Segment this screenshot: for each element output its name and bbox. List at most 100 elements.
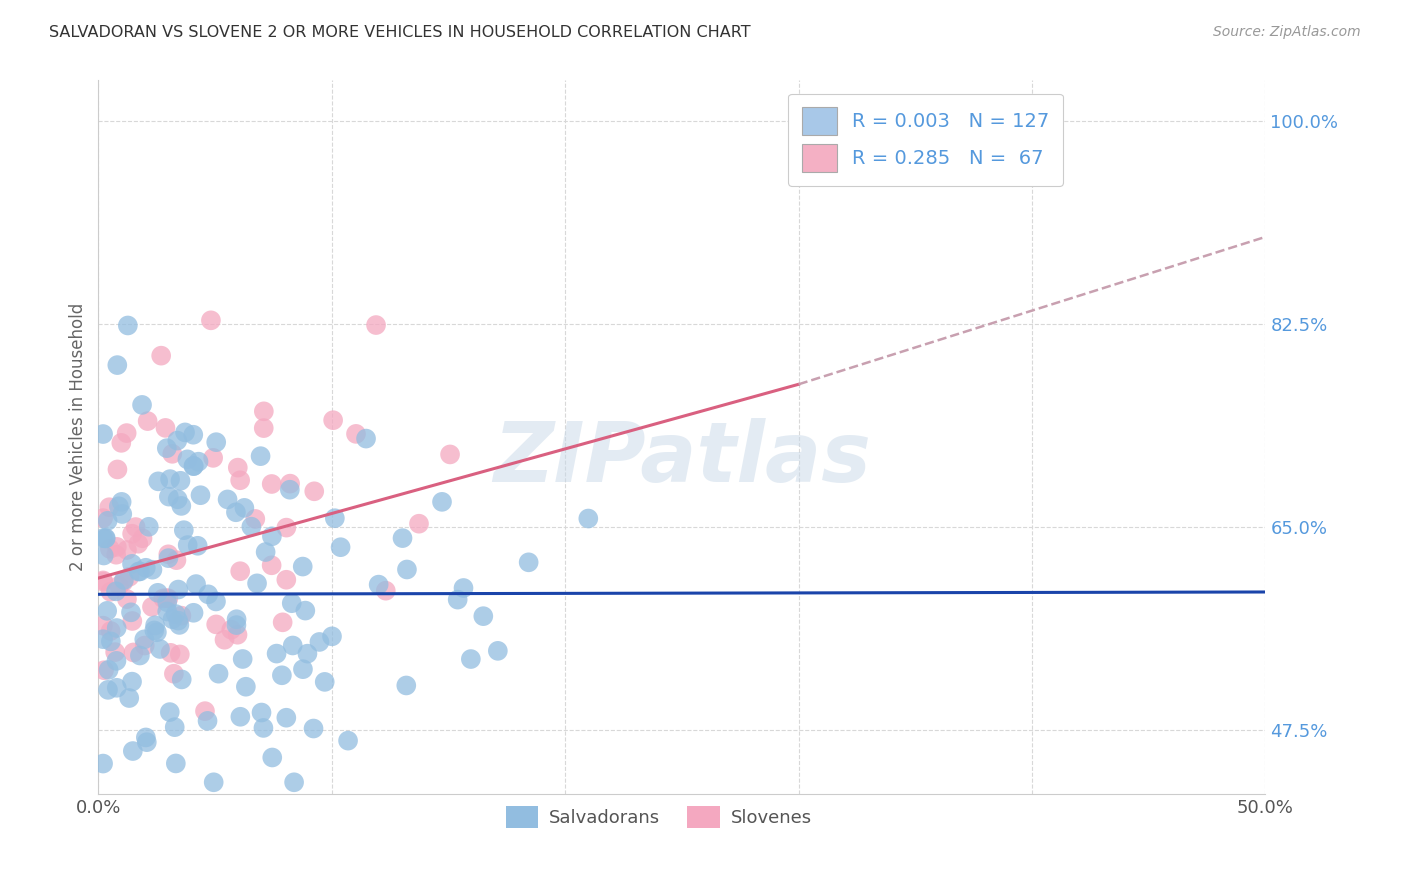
- Point: [115, 592, 138, 607]
- Point: [181, 427, 204, 442]
- Point: [194, 704, 217, 718]
- Point: [159, 705, 181, 719]
- Point: [170, 673, 193, 687]
- Point: [115, 426, 138, 441]
- Point: [121, 526, 143, 541]
- Point: [105, 540, 128, 554]
- Point: [159, 472, 181, 486]
- Point: [155, 421, 177, 435]
- Point: [329, 540, 352, 554]
- Point: [94, 532, 117, 546]
- Point: [294, 604, 316, 618]
- Point: [217, 492, 239, 507]
- Point: [276, 711, 298, 725]
- Point: [197, 587, 219, 601]
- Point: [118, 570, 141, 584]
- Point: [112, 574, 135, 589]
- Point: [165, 607, 187, 621]
- Point: [173, 523, 195, 537]
- Point: [156, 441, 179, 455]
- Point: [112, 573, 135, 587]
- Point: [134, 639, 156, 653]
- Point: [105, 548, 128, 562]
- Point: [96, 604, 118, 618]
- Point: [93, 663, 115, 677]
- Point: [143, 618, 166, 632]
- Point: [321, 629, 343, 643]
- Point: [447, 592, 470, 607]
- Y-axis label: 2 or more Vehicles in Household: 2 or more Vehicles in Household: [69, 303, 87, 571]
- Point: [146, 586, 169, 600]
- Point: [260, 477, 283, 491]
- Point: [121, 744, 143, 758]
- Point: [278, 483, 301, 497]
- Point: [323, 511, 346, 525]
- Point: [108, 500, 131, 514]
- Point: [122, 645, 145, 659]
- Point: [157, 551, 180, 566]
- Point: [260, 558, 283, 573]
- Point: [107, 462, 129, 476]
- Point: [229, 564, 252, 578]
- Point: [253, 404, 276, 418]
- Point: [253, 421, 276, 435]
- Point: [163, 720, 186, 734]
- Point: [135, 731, 157, 745]
- Point: [105, 358, 128, 372]
- Point: [252, 721, 274, 735]
- Point: [100, 634, 122, 648]
- Point: [159, 646, 181, 660]
- Legend: Salvadorans, Slovenes: Salvadorans, Slovenes: [498, 798, 818, 835]
- Point: [167, 582, 190, 597]
- Point: [219, 623, 242, 637]
- Point: [200, 313, 222, 327]
- Point: [308, 635, 330, 649]
- Point: [184, 577, 207, 591]
- Point: [240, 519, 263, 533]
- Point: [156, 595, 179, 609]
- Point: [117, 318, 139, 333]
- Point: [152, 591, 174, 606]
- Point: [354, 432, 377, 446]
- Point: [134, 632, 156, 647]
- Point: [254, 545, 277, 559]
- Point: [131, 531, 153, 545]
- Point: [111, 507, 134, 521]
- Point: [97, 514, 120, 528]
- Point: [170, 608, 193, 623]
- Point: [91, 618, 114, 632]
- Point: [304, 484, 326, 499]
- Point: [163, 666, 186, 681]
- Point: [174, 425, 197, 440]
- Point: [225, 612, 247, 626]
- Point: [121, 557, 143, 571]
- Point: [97, 682, 120, 697]
- Point: [91, 756, 114, 771]
- Point: [110, 435, 132, 450]
- Point: [93, 549, 115, 563]
- Text: SALVADORAN VS SLOVENE 2 OR MORE VEHICLES IN HOUSEHOLD CORRELATION CHART: SALVADORAN VS SLOVENE 2 OR MORE VEHICLES…: [49, 25, 751, 40]
- Point: [226, 628, 249, 642]
- Point: [250, 706, 273, 720]
- Point: [138, 520, 160, 534]
- Point: [187, 455, 209, 469]
- Point: [271, 615, 294, 630]
- Point: [226, 460, 249, 475]
- Point: [439, 447, 461, 461]
- Point: [276, 520, 298, 534]
- Point: [129, 565, 152, 579]
- Point: [266, 647, 288, 661]
- Point: [283, 775, 305, 789]
- Point: [150, 349, 173, 363]
- Point: [128, 565, 150, 579]
- Point: [187, 539, 209, 553]
- Point: [262, 750, 284, 764]
- Point: [183, 459, 205, 474]
- Point: [166, 492, 188, 507]
- Point: [395, 562, 418, 576]
- Point: [128, 648, 150, 663]
- Point: [229, 473, 252, 487]
- Point: [166, 434, 188, 448]
- Point: [165, 756, 187, 771]
- Point: [183, 606, 205, 620]
